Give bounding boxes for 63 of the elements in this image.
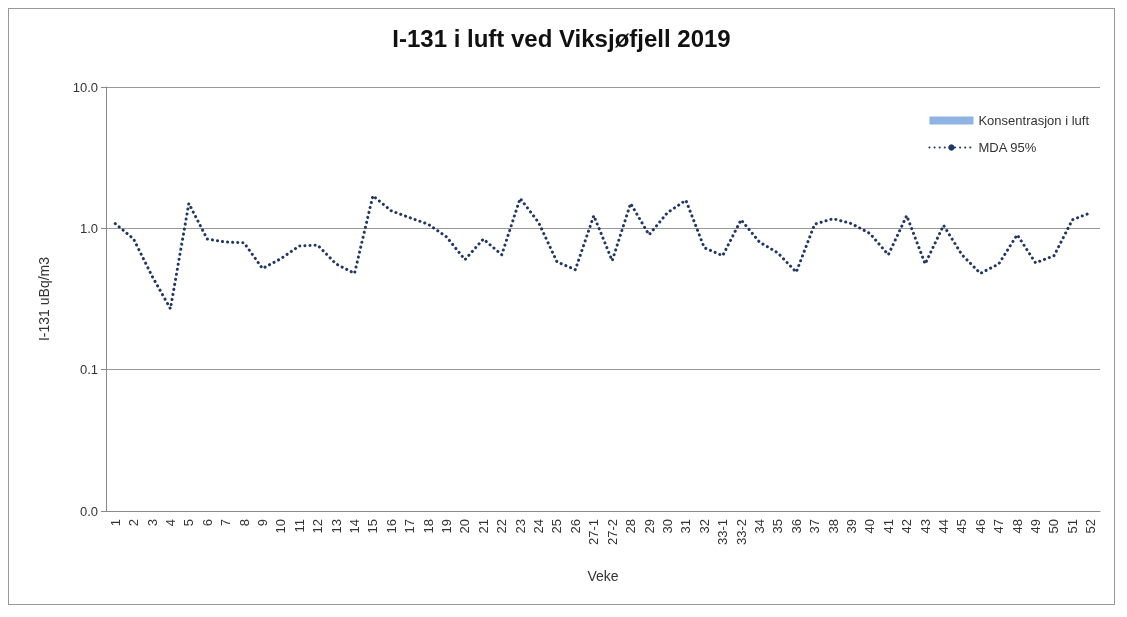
x-tick-label: 38	[825, 519, 841, 534]
x-tick-label: 26	[567, 519, 583, 534]
x-tick-label: 40	[862, 519, 878, 534]
x-tick-label: 33-1	[715, 519, 731, 546]
x-tick-label: 6	[199, 519, 215, 527]
x-tick-label: 35	[770, 519, 786, 534]
x-tick-label: 41	[880, 519, 896, 534]
x-tick-label: 19	[439, 519, 455, 534]
x-tick-label: 28	[623, 519, 639, 534]
x-tick-label: 13	[328, 519, 344, 534]
x-tick-label: 42	[899, 519, 915, 534]
x-tick-label: 34	[751, 519, 767, 534]
x-tick-label: 3	[144, 519, 160, 527]
x-tick-label: 1	[107, 519, 123, 527]
x-axis-title: Veke	[587, 568, 619, 584]
x-tick-label: 17	[402, 519, 418, 534]
x-tick-label: 36	[788, 519, 804, 534]
x-tick-label: 27-2	[604, 519, 620, 546]
x-tick-label: 39	[844, 519, 859, 534]
x-tick-label: 22	[494, 519, 510, 534]
x-tick-label: 24	[531, 519, 547, 534]
x-tick-label: 45	[954, 519, 970, 534]
x-tick-label: 10	[273, 519, 289, 534]
x-tick-label: 49	[1028, 519, 1044, 534]
x-tick-label: 32	[696, 519, 712, 534]
x-tick-label: 47	[991, 519, 1007, 534]
x-tick-label: 51	[1064, 519, 1080, 534]
legend-label: MDA 95%	[978, 140, 1037, 155]
x-tick-label: 12	[310, 519, 326, 534]
x-tick-label: 46	[972, 519, 988, 534]
y-tick-label: 0.0	[79, 503, 98, 519]
x-tick-label: 31	[678, 519, 694, 534]
x-tick-label: 52	[1083, 519, 1099, 534]
y-tick-label: 0.1	[79, 362, 98, 378]
x-tick-label: 4	[162, 519, 178, 527]
x-tick-label: 20	[457, 519, 473, 534]
x-tick-label: 15	[365, 519, 381, 534]
x-tick-label: 14	[347, 519, 362, 534]
x-tick-label: 50	[1046, 519, 1062, 534]
x-tick-label: 16	[383, 519, 399, 534]
legend-label: Konsentrasjon i luft	[978, 113, 1090, 128]
x-tick-label: 9	[254, 519, 270, 527]
x-tick-label: 2	[126, 519, 142, 527]
x-tick-label: 25	[549, 519, 565, 534]
x-tick-label: 30	[659, 519, 675, 534]
x-tick-label: 21	[475, 519, 491, 534]
x-tick-label: 8	[236, 519, 252, 527]
y-axis-title: I-131 uBq/m3	[36, 256, 52, 342]
y-tick-label: 10.0	[72, 79, 98, 95]
x-tick-label: 48	[1009, 519, 1025, 534]
x-tick-label: 27-1	[586, 519, 602, 546]
x-tick-label: 33-2	[733, 519, 749, 546]
x-tick-label: 23	[512, 519, 528, 534]
x-tick-label: 29	[641, 519, 657, 534]
x-tick-label: 7	[218, 519, 234, 527]
x-tick-label: 43	[917, 519, 933, 534]
x-tick-label: 37	[807, 519, 823, 534]
x-tick-label: 5	[181, 519, 197, 527]
chart-title: I-131 i luft ved Viksjøfjell 2019	[392, 24, 731, 52]
y-tick-label: 1.0	[79, 220, 98, 236]
x-tick-label: 11	[291, 519, 307, 533]
x-tick-label: 44	[936, 519, 952, 534]
x-tick-label: 18	[420, 519, 436, 534]
